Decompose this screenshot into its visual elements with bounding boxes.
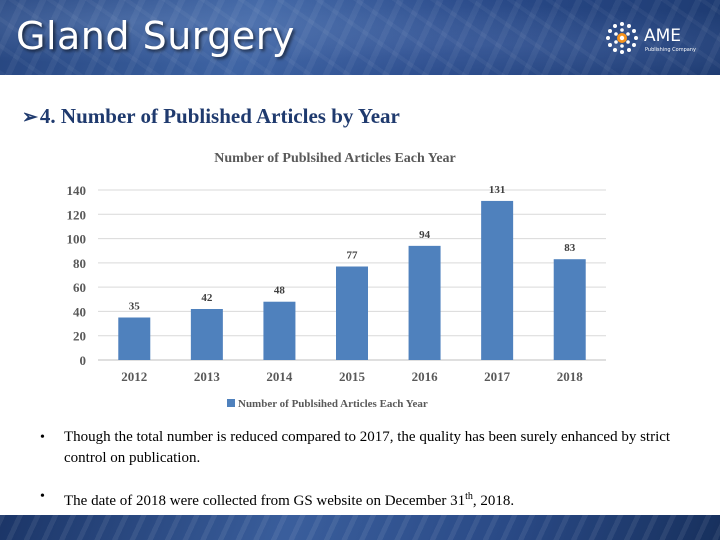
x-tick-label: 2012 xyxy=(121,369,147,384)
section-heading: ➢4. Number of Published Articles by Year xyxy=(22,104,400,129)
header-banner: Gland Surgery AME Publishing Company xyxy=(0,0,720,75)
footer-banner xyxy=(0,515,720,540)
bar-2016 xyxy=(408,245,441,360)
note-item: • Though the total number is reduced com… xyxy=(40,427,690,469)
bullet-icon: • xyxy=(40,489,45,504)
y-tick-label: 20 xyxy=(73,329,86,344)
y-tick-label: 140 xyxy=(67,183,87,198)
legend-label: Number of Publsihed Articles Each Year xyxy=(238,398,428,410)
x-tick-label: 2018 xyxy=(557,369,584,384)
chart-title: Number of Publsihed Articles Each Year xyxy=(214,151,456,166)
x-tick-label: 2016 xyxy=(412,369,439,384)
data-label: 42 xyxy=(201,292,213,304)
logo-subtext: Publishing Company xyxy=(645,47,696,53)
ame-logo-icon xyxy=(606,22,638,54)
bar-2018 xyxy=(553,259,586,360)
section-heading-text: 4. Number of Published Articles by Year xyxy=(39,104,400,128)
bullet-icon: • xyxy=(40,430,45,445)
y-tick-label: 100 xyxy=(67,232,87,247)
x-tick-label: 2013 xyxy=(194,369,221,384)
bar-2015 xyxy=(336,266,368,360)
bar-chart: Number of Publsihed Articles Each Year 0… xyxy=(67,151,606,410)
data-label: 35 xyxy=(129,301,141,313)
arrow-bullet-icon: ➢ xyxy=(22,107,38,128)
logo-text: AME xyxy=(644,26,682,46)
data-label: 48 xyxy=(274,285,286,297)
note-text-before: The date of 2018 were collected from GS … xyxy=(64,493,466,509)
ame-logo: AME Publishing Company xyxy=(604,20,704,60)
y-tick-label: 0 xyxy=(80,353,87,368)
note-text-after: , 2018. xyxy=(472,493,515,509)
y-tick-label: 80 xyxy=(73,256,86,271)
notes-list: • Though the total number is reduced com… xyxy=(40,427,690,512)
note-item: • The date of 2018 were collected from G… xyxy=(40,486,690,512)
x-tick-label: 2015 xyxy=(339,369,366,384)
data-label: 131 xyxy=(489,184,506,196)
data-label: 94 xyxy=(419,229,431,241)
bar-2017 xyxy=(481,200,514,360)
y-tick-label: 120 xyxy=(67,207,87,222)
legend-swatch xyxy=(227,399,235,407)
journal-title: Gland Surgery xyxy=(16,14,295,58)
bar-2014 xyxy=(263,301,296,360)
data-label: 77 xyxy=(347,250,359,262)
x-tick-label: 2017 xyxy=(484,369,511,384)
note-text: Though the total number is reduced compa… xyxy=(64,429,671,466)
y-tick-label: 40 xyxy=(73,304,86,319)
bar-2012 xyxy=(118,317,151,360)
note-superscript: th xyxy=(465,491,473,502)
y-tick-label: 60 xyxy=(73,280,86,295)
data-label: 83 xyxy=(564,242,576,254)
x-tick-label: 2014 xyxy=(266,369,293,384)
bar-2013 xyxy=(190,309,223,360)
